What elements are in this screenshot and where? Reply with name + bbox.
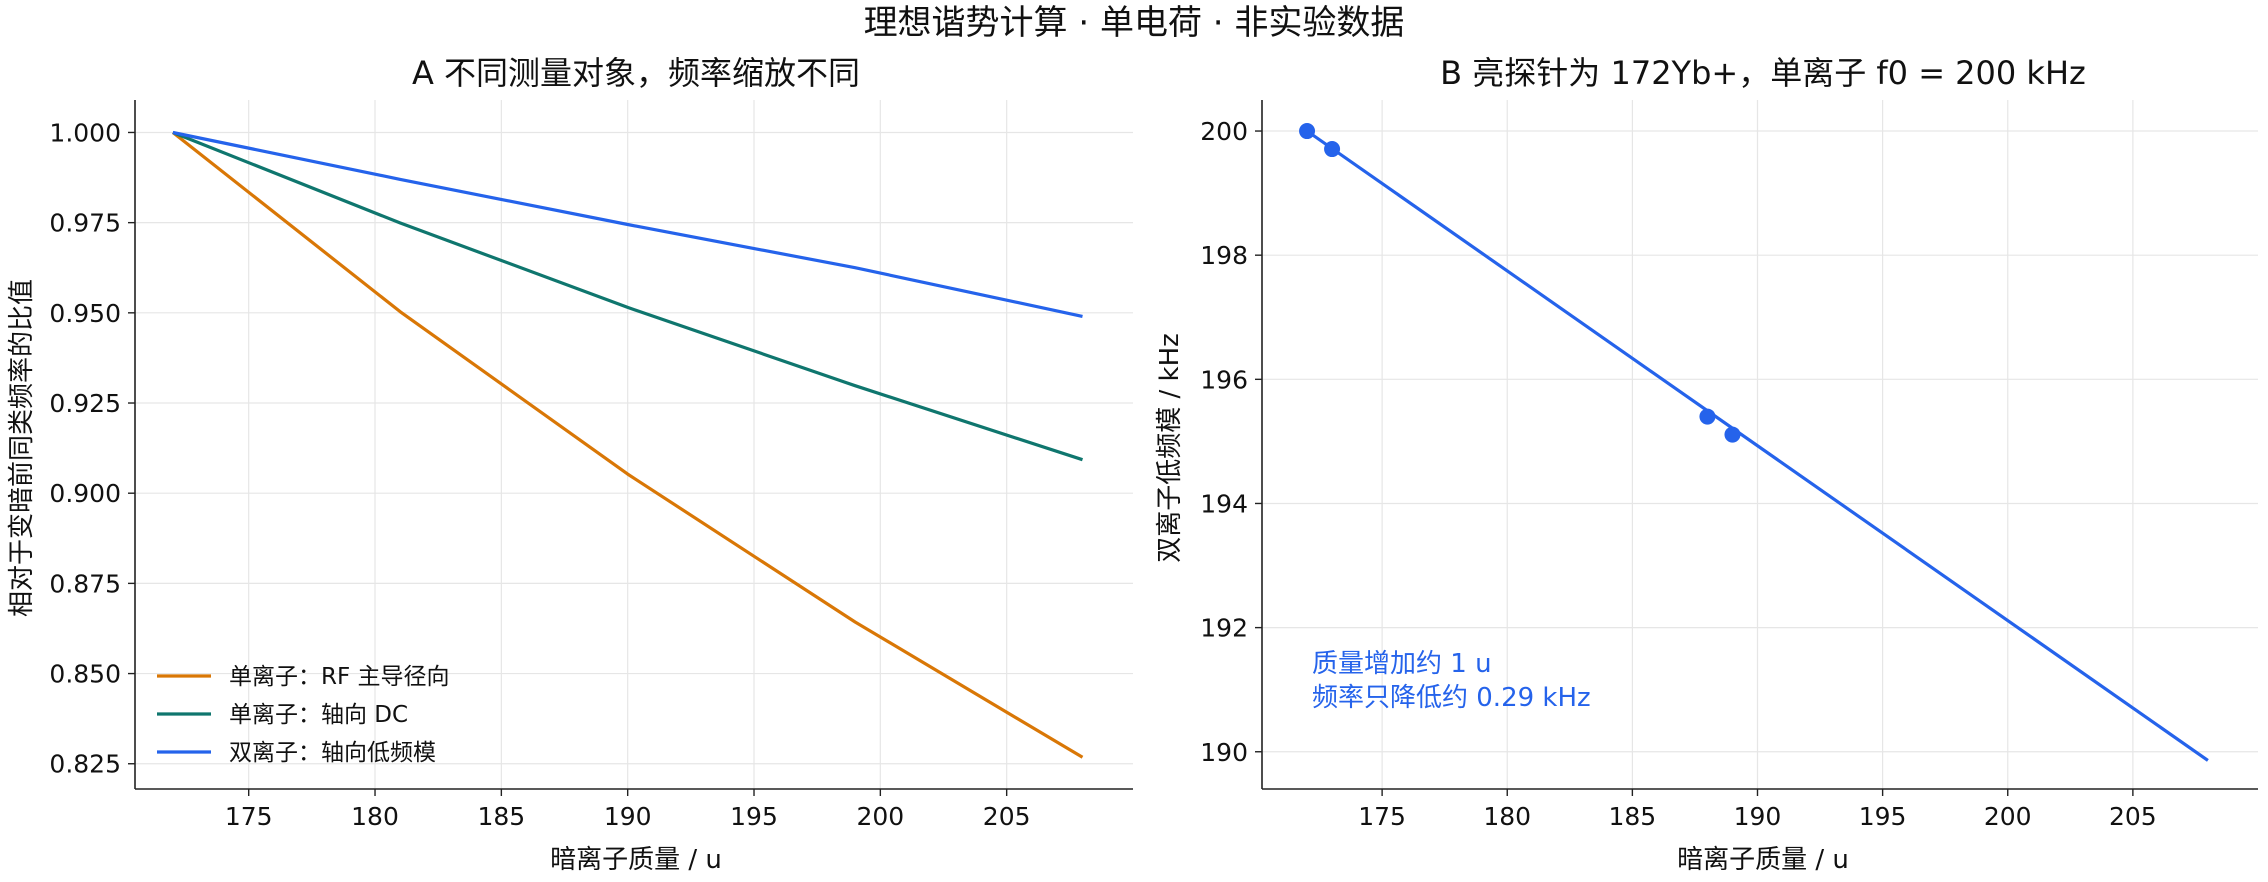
panel-a-series — [171, 130, 1084, 759]
panel-b-y-tick-label: 200 — [1200, 117, 1248, 146]
legend-label-1: 单离子：RF 主导径向 — [229, 664, 450, 690]
panel-a-x-tick-label: 175 — [225, 802, 273, 831]
panel-b-data-point-2 — [1324, 141, 1341, 158]
panel-a-y-tick-label: 0.850 — [49, 660, 121, 689]
panel-b-x-tick-label: 200 — [1984, 802, 2032, 831]
panel-b-data-point-4 — [1724, 426, 1741, 443]
panel-a-x-tick-label: 205 — [983, 802, 1031, 831]
figure-suptitle: 理想谐势计算 · 单电荷 · 非实验数据 — [864, 3, 1405, 43]
panel-a-x-tick-label: 200 — [856, 802, 904, 831]
panel-b-data-point-3 — [1699, 408, 1716, 425]
panel-a-title: A 不同测量对象，频率缩放不同 — [412, 54, 860, 92]
legend-label-3: 双离子：轴向低频模 — [229, 740, 436, 766]
panel-b-axes: 175 180 185 190 195 200 205 190 192 194 196 198 200 — [1200, 100, 2258, 831]
panel-b: B 亮探针为 172Yb+，单离子 f0 = 200 kHz 175 180 185… — [1155, 54, 2258, 875]
panel-b-x-tick-label: 175 — [1358, 802, 1406, 831]
panel-a-x-tick-label: 185 — [477, 802, 525, 831]
legend-label-2: 单离子：轴向 DC — [229, 702, 408, 728]
panel-a-axes: 175 180 185 190 195 200 205 0.825 0.850 0.875 0.90… — [49, 100, 1133, 831]
panel-a-series-line-1 — [171, 131, 1084, 759]
panel-b-y-tick-label: 196 — [1200, 365, 1248, 394]
panel-b-series — [1299, 123, 2209, 762]
panel-b-x-tick-label: 185 — [1609, 802, 1657, 831]
panel-b-x-tick-label: 190 — [1734, 802, 1782, 831]
panel-a-y-tick-label: 0.925 — [49, 389, 121, 418]
panel-b-y-tick-label: 192 — [1200, 614, 1248, 643]
panel-a-x-tick-label: 195 — [730, 802, 778, 831]
panel-b-y-tick-label: 198 — [1200, 241, 1248, 270]
panel-b-x-tick-label: 205 — [2109, 802, 2157, 831]
panel-a-y-tick-label: 0.900 — [49, 479, 121, 508]
panel-b-xlabel: 暗离子质量 / u — [1677, 845, 1849, 875]
panel-b-data-point-1 — [1299, 123, 1316, 140]
panel-a-series-line-3 — [172, 130, 1083, 318]
panel-b-series-line-1 — [1306, 129, 2209, 762]
panel-a-x-tick-label: 180 — [351, 802, 399, 831]
panel-a-series-line-2 — [172, 131, 1083, 462]
panel-b-y-tick-label: 190 — [1200, 738, 1248, 767]
panel-b-ylabel: 双离子低频模 / kHz — [1155, 333, 1185, 563]
panel-a-y-tick-label: 0.975 — [49, 209, 121, 238]
panel-a-y-tick-label: 0.825 — [49, 750, 121, 779]
panel-b-y-tick-label: 194 — [1200, 489, 1248, 518]
panel-b-grid — [1262, 100, 2258, 789]
panel-a: A 不同测量对象，频率缩放不同 175 180 185 190 195 200 205 0.8… — [7, 54, 1133, 875]
panel-b-x-tick-label: 195 — [1859, 802, 1907, 831]
panel-a-y-tick-label: 0.875 — [49, 569, 121, 598]
panel-b-x-tick-label: 180 — [1483, 802, 1531, 831]
panel-b-title: B 亮探针为 172Yb+，单离子 f0 = 200 kHz — [1440, 54, 2086, 92]
panel-a-x-tick-label: 190 — [604, 802, 652, 831]
panel-b-annotation-line2: 频率只降低约 0.29 kHz — [1312, 683, 1591, 713]
panel-a-grid — [135, 100, 1133, 789]
panel-a-ylabel: 相对于变暗前同类频率的比值 — [7, 279, 37, 617]
panel-a-y-tick-label: 1.000 — [49, 118, 121, 147]
panel-a-xlabel: 暗离子质量 / u — [550, 845, 722, 875]
panel-b-annotation-line1: 质量增加约 1 u — [1312, 649, 1492, 679]
panel-a-y-tick-label: 0.950 — [49, 299, 121, 328]
